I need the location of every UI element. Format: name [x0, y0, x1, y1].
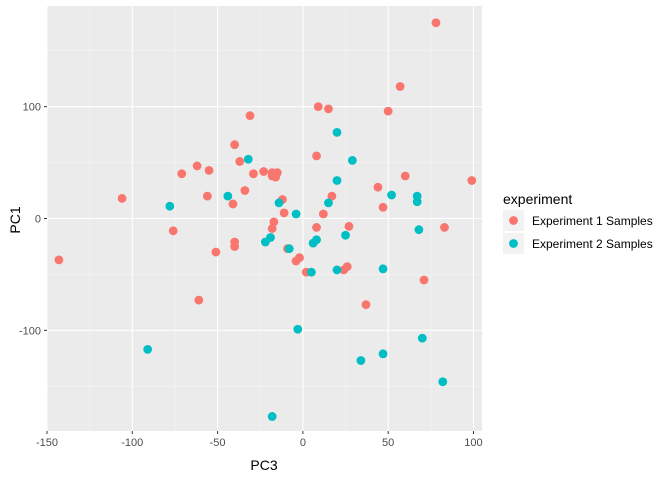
- point-series-1: [202, 191, 212, 201]
- point-series-1: [259, 167, 269, 176]
- point-series-2: [438, 377, 448, 387]
- point-series-1: [228, 199, 238, 209]
- point-series-1: [324, 104, 333, 114]
- point-series-2: [308, 238, 318, 248]
- point-series-1: [383, 106, 393, 116]
- point-series-1: [117, 193, 127, 203]
- point-series-1: [440, 223, 449, 232]
- point-series-1: [235, 157, 245, 166]
- legend-key-marker: [509, 239, 518, 248]
- point-series-1: [467, 176, 477, 185]
- point-series-1: [344, 221, 354, 231]
- legend-keys: Experiment 1 Samples Experiment 2 Samples: [503, 210, 653, 254]
- point-series-2: [378, 264, 388, 274]
- point-series-2: [387, 190, 396, 200]
- point-series-2: [293, 324, 303, 334]
- y-tick-label: 0: [35, 214, 41, 226]
- point-series-1: [279, 208, 289, 218]
- point-series-1: [312, 223, 321, 232]
- legend-key-marker: [509, 216, 518, 225]
- point-series-1: [249, 169, 258, 179]
- point-series-1: [192, 161, 202, 171]
- point-series-2: [414, 225, 424, 235]
- point-series-1: [54, 255, 64, 265]
- legend-label: Experiment 2 Samples: [532, 237, 653, 251]
- point-series-1: [230, 242, 240, 251]
- x-tick-label: -100: [121, 437, 143, 449]
- y-tick-label: -100: [19, 325, 41, 337]
- point-series-1: [361, 300, 371, 310]
- point-series-2: [291, 209, 301, 219]
- point-series-2: [417, 333, 427, 343]
- point-series-1: [312, 151, 321, 161]
- point-series-1: [240, 186, 250, 195]
- x-tick-label: 100: [464, 437, 482, 449]
- point-series-2: [378, 349, 388, 359]
- point-series-2: [267, 412, 277, 421]
- point-series-1: [431, 18, 441, 28]
- x-tick-label: 0: [300, 437, 306, 449]
- point-series-2: [412, 197, 422, 207]
- point-series-1: [267, 224, 277, 233]
- point-series-2: [332, 265, 342, 275]
- point-series-2: [341, 230, 350, 240]
- point-series-1: [211, 247, 221, 257]
- point-series-2: [307, 267, 316, 277]
- legend: experiment Experiment 1 SamplesExperimen…: [503, 191, 653, 254]
- point-series-2: [260, 237, 270, 247]
- point-series-1: [230, 140, 240, 150]
- point-series-2: [165, 201, 175, 211]
- y-axis-ticks: -100 0 100: [19, 102, 47, 337]
- point-series-1: [168, 226, 178, 236]
- point-series-1: [177, 169, 187, 179]
- point-series-1: [400, 171, 410, 181]
- x-tick-label: -50: [210, 437, 226, 449]
- point-series-2: [223, 191, 233, 201]
- y-tick-label: 100: [23, 102, 41, 114]
- point-series-1: [313, 102, 323, 112]
- y-axis-title: PC1: [7, 206, 23, 233]
- point-series-2: [356, 356, 366, 365]
- point-series-1: [194, 295, 204, 305]
- point-series-1: [295, 253, 304, 263]
- point-series-2: [347, 155, 357, 165]
- point-series-1: [395, 82, 405, 91]
- x-tick-label: 50: [382, 437, 394, 449]
- point-series-2: [332, 127, 342, 137]
- point-series-1: [204, 166, 214, 175]
- point-series-2: [143, 344, 153, 354]
- point-series-2: [332, 176, 342, 185]
- legend-label: Experiment 1 Samples: [532, 214, 653, 228]
- point-series-1: [318, 209, 328, 219]
- point-series-2: [274, 198, 284, 208]
- x-axis-title: PC3: [250, 457, 277, 473]
- point-series-1: [267, 171, 277, 181]
- x-axis-ticks: -150 -100 -50 0 50 100: [36, 431, 483, 449]
- point-series-1: [378, 202, 388, 212]
- point-series-1: [419, 275, 429, 285]
- point-series-2: [284, 244, 294, 254]
- point-series-1: [339, 265, 349, 275]
- x-tick-label: -150: [36, 437, 58, 449]
- point-series-2: [243, 154, 253, 164]
- point-series-1: [327, 191, 337, 201]
- point-series-1: [245, 111, 255, 121]
- point-series-1: [373, 182, 383, 192]
- point-series-2: [324, 198, 333, 208]
- point-series-1: [269, 217, 279, 227]
- data-points: [54, 18, 477, 421]
- legend-title: experiment: [503, 191, 572, 207]
